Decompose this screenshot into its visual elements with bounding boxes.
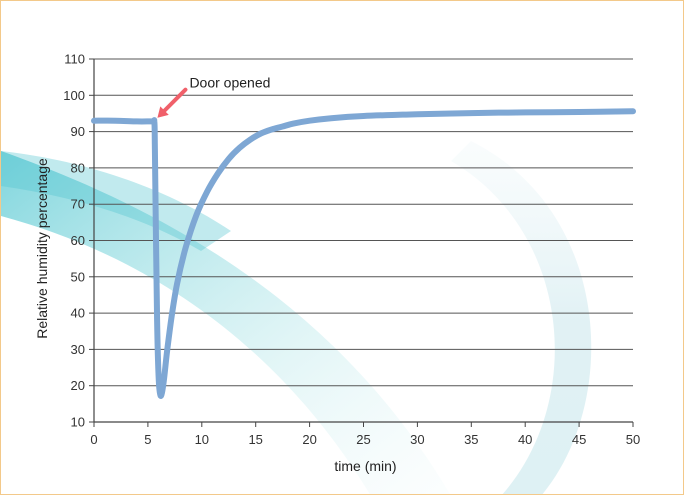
x-tick-label-35: 35 (464, 432, 478, 447)
x-tick-label-20: 20 (302, 432, 316, 447)
x-axis-title: time (min) (334, 458, 396, 474)
y-tick-label-90: 90 (71, 124, 85, 139)
y-tick-label-80: 80 (71, 160, 85, 175)
y-tick-label-60: 60 (71, 233, 85, 248)
background-swoosh (1, 141, 592, 494)
x-axis-ticks: 0 5 10 15 20 25 30 35 40 45 50 (90, 422, 640, 447)
x-tick-label-30: 30 (410, 432, 424, 447)
x-tick-label-5: 5 (144, 432, 151, 447)
y-axis-title: Relative humidity percentage (34, 158, 50, 339)
y-tick-label-70: 70 (71, 197, 85, 212)
series-layer (91, 108, 636, 399)
y-tick-label-10: 10 (71, 415, 85, 430)
annotation-door-opened: Door opened (157, 75, 270, 118)
y-tick-label-110: 110 (64, 52, 85, 67)
x-tick-label-15: 15 (248, 432, 262, 447)
gridlines (94, 58, 633, 387)
series-line-0 (91, 108, 636, 399)
y-tick-label-30: 30 (71, 342, 85, 357)
annotation-label: Door opened (189, 75, 270, 91)
y-tick-label-100: 100 (63, 88, 85, 103)
x-tick-label-10: 10 (195, 432, 209, 447)
y-tick-label-50: 50 (71, 269, 85, 284)
annotation-arrow-head (157, 106, 169, 118)
y-tick-label-40: 40 (71, 306, 85, 321)
x-tick-label-45: 45 (572, 432, 586, 447)
annotation-arrow (162, 87, 188, 113)
y-axis-ticks: 10 20 30 40 50 60 70 80 90 100 110 (63, 52, 94, 430)
x-tick-label-0: 0 (90, 432, 97, 447)
x-tick-label-40: 40 (518, 432, 532, 447)
y-tick-label-20: 20 (71, 378, 85, 393)
x-tick-label-25: 25 (356, 432, 370, 447)
x-tick-label-50: 50 (626, 432, 640, 447)
